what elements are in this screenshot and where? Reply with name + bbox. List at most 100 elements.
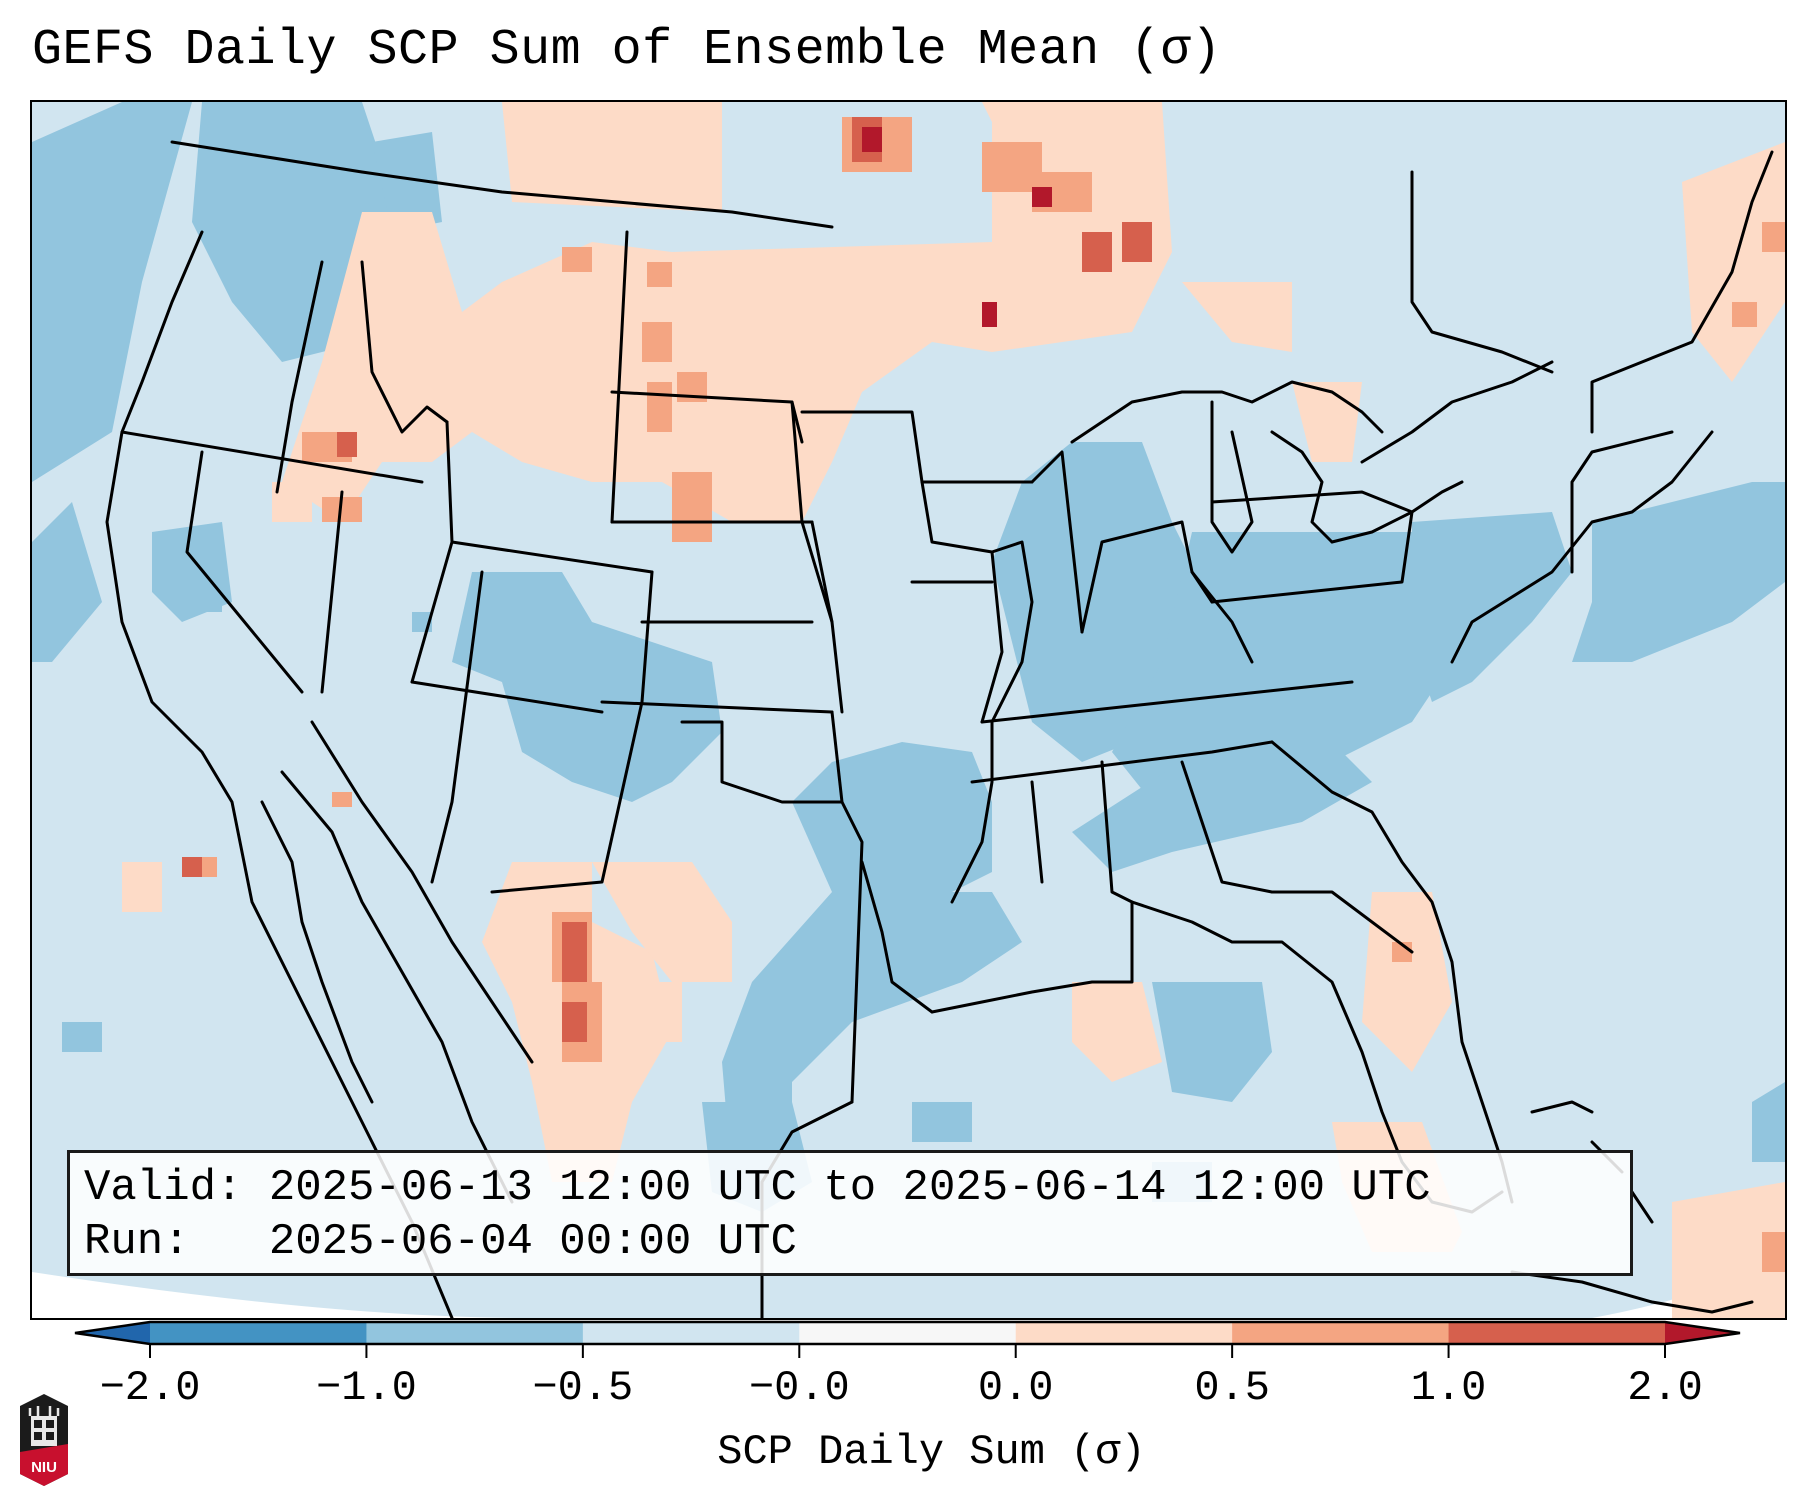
- anomaly-region: [1412, 512, 1572, 702]
- anomaly-region: [1072, 742, 1372, 872]
- colorbar: [74, 1320, 1741, 1358]
- anomaly-region: [1112, 532, 1452, 802]
- anomaly-region: [32, 102, 192, 482]
- anomaly-region: [1072, 982, 1162, 1082]
- anomaly-region: [982, 302, 997, 327]
- anomaly-region: [562, 922, 587, 982]
- boundary-line: [430, 570, 484, 884]
- anomaly-region: [1732, 302, 1757, 327]
- anomaly-region: [1082, 232, 1112, 272]
- boundary-line: [1330, 480, 1464, 544]
- boundary-line: [1070, 380, 1384, 444]
- run-row: Run: 2025-06-04 00:00 UTC: [84, 1215, 1616, 1269]
- boundary-line: [105, 230, 454, 1318]
- anomaly-region: [1762, 1232, 1785, 1272]
- boundary-line: [410, 540, 454, 684]
- valid-value: 2025-06-13 12:00 UTC to 2025-06-14 12:00…: [268, 1163, 1431, 1213]
- boundary-line: [170, 140, 834, 229]
- boundary-line: [980, 680, 1354, 724]
- boundary-line: [1210, 400, 1254, 554]
- boundary-line: [790, 400, 834, 624]
- colorbar-extend-under: [75, 1322, 150, 1344]
- boundary-line: [275, 260, 324, 494]
- anomaly-region: [862, 127, 882, 152]
- boundary-line: [185, 450, 304, 694]
- anomaly-region: [272, 482, 312, 522]
- colorbar-label: SCP Daily Sum (σ): [717, 1428, 1146, 1476]
- projection-edge-left: [32, 1272, 532, 1318]
- boundary-line: [1450, 430, 1714, 664]
- colorbar-extend-over: [1665, 1322, 1740, 1344]
- boundary-line: [1530, 1100, 1594, 1114]
- anomaly-region: [632, 982, 682, 1042]
- anomaly-region: [372, 132, 442, 232]
- boundary-line: [120, 430, 424, 484]
- boundary-line: [830, 710, 844, 804]
- boundary-line: [1590, 150, 1774, 434]
- colorbar-segment: [799, 1322, 1017, 1344]
- anomaly-region: [647, 382, 672, 432]
- colorbar-segment: [1015, 1322, 1233, 1344]
- boundary-line: [930, 900, 1134, 1014]
- boundary-line: [1030, 450, 1084, 634]
- anomaly-region: [1122, 222, 1152, 262]
- anomaly-region: [912, 1102, 972, 1142]
- anomaly-region: [562, 247, 592, 272]
- colorbar-tick-label: 1.0: [1410, 1364, 1487, 1412]
- anomaly-region: [1752, 1082, 1785, 1162]
- anomaly-region: [562, 1002, 587, 1042]
- anomaly-region: [1182, 282, 1292, 352]
- colorbar-graphic: [74, 1320, 1741, 1358]
- colorbar-tick-label: −0.5: [532, 1364, 634, 1412]
- boundary-line: [1100, 760, 1134, 904]
- anomaly-region: [642, 322, 672, 362]
- anomaly-region: [647, 262, 672, 287]
- anomaly-region: [1362, 892, 1452, 1072]
- boundary-line: [860, 860, 934, 1014]
- colorbar-segment: [1448, 1322, 1666, 1344]
- colorbar-tick-label: −1.0: [316, 1364, 417, 1412]
- boundary-line: [280, 770, 514, 1204]
- boundary-line: [800, 410, 1004, 724]
- boundary-line: [950, 540, 1034, 904]
- boundary-line: [1180, 760, 1274, 894]
- boundary-line: [1570, 430, 1674, 574]
- colorbar-segment: [366, 1322, 584, 1344]
- colorbar-tick-label: 0.0: [977, 1364, 1054, 1412]
- anomaly-region: [452, 572, 722, 802]
- boundary-line: [640, 570, 654, 704]
- anomaly-region: [122, 862, 162, 912]
- anomaly-region: [792, 742, 992, 902]
- anomaly-region: [62, 1022, 102, 1052]
- run-value: 2025-06-04 00:00 UTC: [268, 1217, 797, 1267]
- anomaly-region: [322, 497, 362, 522]
- anomaly-region: [202, 857, 217, 877]
- anomaly-region: [1152, 982, 1272, 1102]
- boundary-line: [610, 230, 629, 524]
- boundary-line: [260, 800, 374, 1104]
- valid-label: Valid:: [84, 1163, 243, 1213]
- boundary-line: [1030, 780, 1044, 884]
- colorbar-tick-label: 0.5: [1194, 1364, 1270, 1412]
- anomaly-region: [672, 352, 822, 502]
- boundary-line: [320, 490, 344, 694]
- anomaly-region: [337, 432, 357, 457]
- anomaly-region: [672, 472, 712, 542]
- boundary-line: [1410, 170, 1554, 374]
- anomaly-region: [332, 792, 352, 807]
- boundary-line: [410, 680, 604, 714]
- boundary-line: [1270, 430, 1334, 544]
- colorbar-tick-label: −2.0: [99, 1364, 201, 1412]
- anomaly-region: [722, 892, 1022, 1182]
- anomaly-region: [592, 862, 732, 982]
- valid-row: Valid: 2025-06-13 12:00 UTC to 2025-06-1…: [84, 1161, 1616, 1215]
- anomaly-region: [502, 102, 722, 212]
- boundary-line: [490, 700, 644, 894]
- boundary-line: [1270, 740, 1514, 1204]
- boundary-line: [680, 720, 864, 1104]
- boundary-line: [1510, 1270, 1754, 1314]
- colorbar-segment: [582, 1322, 800, 1344]
- colorbar-tick-label: −0.0: [748, 1364, 850, 1412]
- anomaly-region: [182, 857, 202, 877]
- colorbar-segment: [1232, 1322, 1450, 1344]
